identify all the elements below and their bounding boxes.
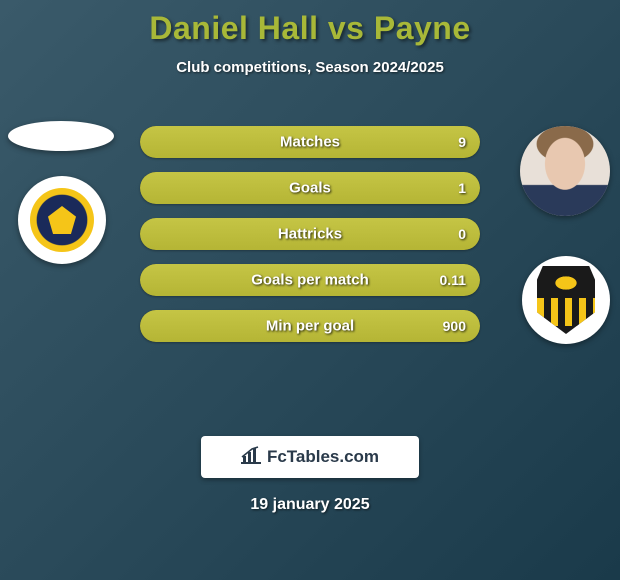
stat-label: Hattricks (278, 226, 342, 243)
phoenix-crest-icon (537, 266, 595, 334)
club-right-badge (522, 256, 610, 344)
stat-value-right: 0.11 (440, 272, 466, 288)
stat-label: Goals per match (251, 272, 369, 289)
stat-row-mpg: Min per goal 900 (140, 310, 480, 342)
stat-row-matches: Matches 9 (140, 126, 480, 158)
stat-value-right: 9 (458, 134, 466, 150)
stat-row-gpm: Goals per match 0.11 (140, 264, 480, 296)
stat-label: Goals (289, 180, 331, 197)
player-right-avatar (520, 126, 610, 216)
mariners-crest-icon (30, 188, 94, 252)
club-left-badge (18, 176, 106, 264)
stat-value-right: 900 (443, 318, 466, 334)
stat-row-hattricks: Hattricks 0 (140, 218, 480, 250)
stats-bars: Matches 9 Goals 1 Hattricks 0 Goals per … (140, 126, 480, 356)
page-title: Daniel Hall vs Payne (0, 10, 620, 47)
comparison-body: Matches 9 Goals 1 Hattricks 0 Goals per … (0, 96, 620, 376)
player-right-face-icon (520, 126, 610, 216)
player-left-avatar (8, 121, 114, 151)
footer-date: 19 january 2025 (0, 496, 620, 514)
stat-label: Matches (280, 134, 340, 151)
comparison-card: Daniel Hall vs Payne Club competitions, … (0, 0, 620, 514)
stat-value-right: 1 (458, 180, 466, 196)
brand-box[interactable]: FcTables.com (201, 436, 419, 478)
barchart-icon (241, 446, 261, 469)
subtitle: Club competitions, Season 2024/2025 (0, 59, 620, 76)
stat-label: Min per goal (266, 318, 354, 335)
brand-text: FcTables.com (267, 447, 379, 467)
stat-value-right: 0 (458, 226, 466, 242)
stat-row-goals: Goals 1 (140, 172, 480, 204)
